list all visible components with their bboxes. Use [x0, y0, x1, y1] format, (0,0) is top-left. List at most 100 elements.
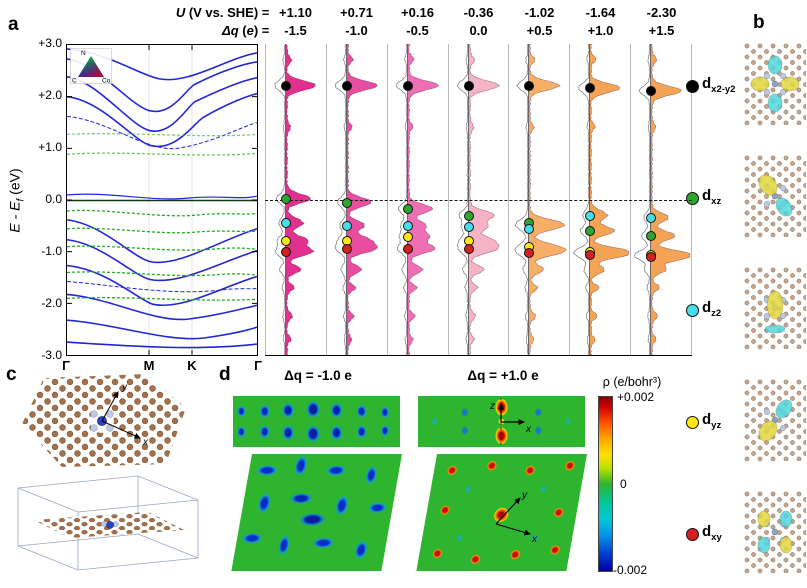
pdos-dot-dxy	[646, 252, 657, 263]
structure-perspective-view	[17, 475, 199, 571]
band-structure-plot	[67, 45, 257, 355]
orbital-dot-dyz	[686, 415, 699, 429]
dq-value: 0.0	[469, 23, 488, 38]
pdos-dot-dx2y2	[402, 80, 413, 91]
band-xtick: Γ	[254, 358, 262, 373]
legend-label-co: Co	[102, 78, 111, 85]
orbital-isosurface-image-dxz	[744, 154, 806, 242]
pdos-dot-dz2	[646, 213, 657, 224]
band-ylabel: E - Ef (eV)	[6, 168, 27, 233]
dq-values-row: -1.5 -1.0 -0.5 0.0 +0.5 +1.0 +1.5	[265, 23, 692, 38]
pdos-dot-dz2	[402, 221, 413, 231]
orbital-isosurface-image-dxy	[744, 490, 806, 578]
pdos-dot-dz2	[585, 210, 596, 221]
band-plot-area: N C Co	[66, 44, 258, 356]
pdos-column-dq-0.0	[447, 44, 509, 355]
colorbar-min-label: -0.002	[613, 563, 648, 577]
colorbar-title: ρ (e/bohr³)	[602, 375, 662, 389]
orbital-isosurface-plot	[744, 154, 806, 237]
side-view-axes: z x	[489, 398, 532, 445]
band-ytick: -2.0	[41, 296, 62, 310]
pdos-dot-dyz	[281, 235, 291, 246]
pdos-dot-dz2	[463, 222, 474, 233]
pdos-dot-dx2y2	[463, 80, 474, 91]
axis-label-x-structure: x	[142, 437, 149, 448]
c-projected-bands	[67, 48, 257, 349]
dq-value: +1.5	[648, 23, 675, 38]
orbital-row-dxy: dxy	[686, 482, 806, 586]
band-xtick: Γ	[62, 358, 70, 373]
u-value: -1.64	[585, 5, 616, 20]
band-xtick: K	[187, 358, 197, 373]
axis-label-z-slice: z	[489, 401, 495, 412]
pdos-dot-dz2	[281, 218, 291, 229]
pdos-dot-dxz	[281, 193, 291, 204]
charge-density-top-view-negative	[231, 454, 402, 571]
u-value: -2.30	[646, 5, 677, 20]
dq-value: +0.5	[526, 23, 553, 38]
charge-density-side-view-negative	[233, 396, 400, 447]
u-value: +0.16	[401, 5, 434, 20]
dq-value: +1.0	[587, 23, 614, 38]
orbital-row-dx2y2: dx2-y2	[686, 34, 806, 138]
panel-d-label: d	[219, 364, 231, 385]
n-projected-bands	[67, 133, 257, 301]
axis-label-x-top: x	[531, 534, 538, 545]
u-value: -1.02	[524, 5, 555, 20]
pdos-dot-dxy	[463, 244, 474, 255]
orbital-label-dx2y2: dx2-y2	[702, 75, 736, 96]
orbital-isosurface-plot	[744, 266, 806, 349]
orbital-isosurface-plot	[744, 490, 806, 573]
panel-c-label: c	[6, 364, 17, 385]
charge-map-right-title: Δq = +1.0 e	[467, 368, 539, 383]
u-value: +0.71	[340, 5, 373, 20]
pdos-dot-dxy	[524, 248, 535, 259]
dq-axis-label: Δq (e) =	[221, 23, 273, 38]
pdos-dot-dx2y2	[281, 80, 291, 91]
pdos-dot-dxz	[341, 197, 352, 208]
orbital-label-dz2: dz2	[702, 299, 722, 320]
orbital-row-dyz: dyz	[686, 370, 806, 474]
structure-top-view: y x	[22, 374, 186, 467]
orbital-row-dz2: dz2	[686, 258, 806, 362]
pdos-grid	[265, 44, 693, 356]
pdos-dot-dxy	[281, 247, 291, 257]
axis-label-y-structure: y	[121, 382, 128, 393]
orbital-isosurface-image-dyz	[744, 378, 806, 466]
pdos-dot-dz2	[341, 221, 352, 231]
band-color-legend: N C Co	[70, 48, 112, 84]
orbital-label-dxy: dxy	[702, 523, 722, 544]
band-ytick: +1.0	[38, 140, 62, 154]
colorbar-max-label: +0.002	[617, 390, 655, 404]
charge-map-left-title: Δq = -1.0 e	[284, 368, 352, 383]
pdos-dot-dz2	[524, 223, 535, 234]
pdos-dot-dx2y2	[341, 80, 352, 91]
pdos-column-dq--1.5	[265, 44, 326, 355]
orbital-dot-dz2	[686, 303, 699, 317]
dq-value: -0.5	[406, 23, 429, 38]
pdos-dot-dx2y2	[646, 85, 657, 96]
dq-value: -1.0	[345, 23, 368, 38]
pdos-dot-dyz	[402, 232, 413, 243]
panel-a-label: a	[8, 14, 19, 35]
band-ytick: +3.0	[38, 36, 62, 50]
band-ytick: 0.0	[45, 192, 62, 206]
pdos-dot-dxy	[402, 244, 413, 255]
u-value: -0.36	[463, 5, 494, 20]
orbital-isosurface-image-dz2	[744, 266, 806, 354]
orbital-dot-dxy	[686, 527, 699, 541]
pdos-dot-dxz	[402, 204, 413, 215]
band-xtick: M	[143, 358, 155, 373]
panel-b-label: b	[753, 12, 765, 33]
legend-label-c: C	[72, 78, 77, 85]
colorbar-mid-label: 0	[620, 477, 627, 491]
pdos-column-dq--1.0	[325, 44, 387, 355]
orbital-dot-dx2y2	[686, 79, 699, 93]
u-values-row: +1.10 +0.71 +0.16 -0.36 -1.02 -1.64 -2.3…	[265, 5, 692, 20]
pdos-dot-dxy	[341, 244, 352, 255]
orbital-row-dxz: dxz	[686, 146, 806, 250]
orbital-dot-dxz	[686, 191, 699, 205]
orbital-isosurface-image-dx2y2	[744, 42, 806, 130]
cobalt-atom	[106, 521, 114, 529]
